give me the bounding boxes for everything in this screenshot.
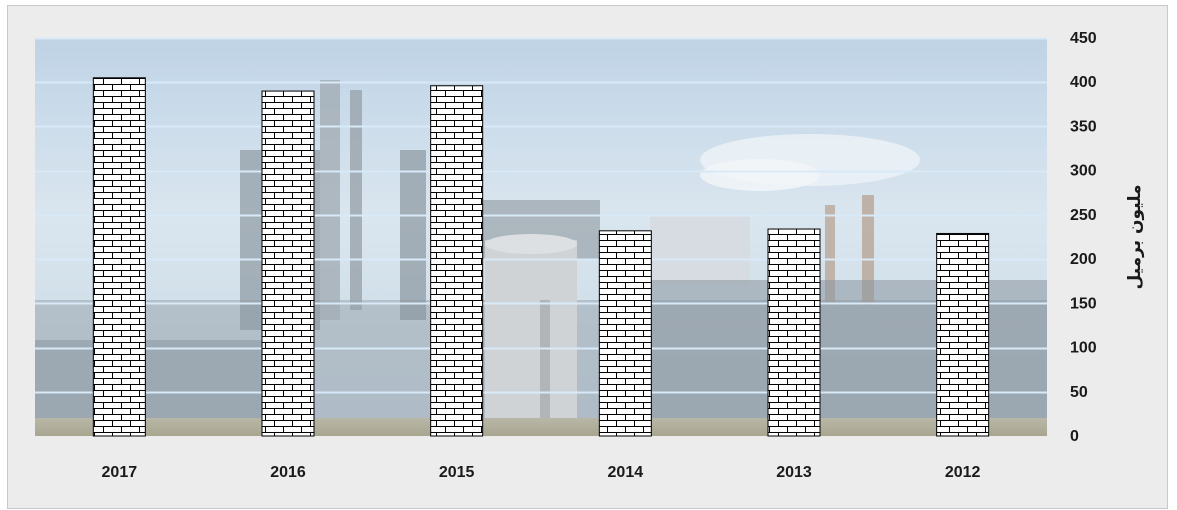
y-axis-label: مليون برميل <box>1125 184 1145 289</box>
y-tick-label: 50 <box>1070 384 1088 401</box>
y-tick-label: 100 <box>1070 340 1097 357</box>
x-axis-ticks: 2017 2016 2015 2014 2013 2012 <box>102 464 981 481</box>
bar-2016 <box>261 90 315 437</box>
gridlines <box>35 37 1047 394</box>
x-tick-label: 2016 <box>270 464 306 481</box>
refinery-background-image <box>35 38 1047 436</box>
x-tick-label: 2014 <box>608 464 644 481</box>
bar-2017 <box>92 77 146 437</box>
y-tick-label: 300 <box>1070 163 1097 180</box>
bars <box>92 77 990 437</box>
bar-2013 <box>767 228 821 437</box>
bar-2012 <box>936 232 990 437</box>
x-tick-label: 2017 <box>102 464 138 481</box>
y-tick-label: 400 <box>1070 74 1097 91</box>
y-axis-ticks: 0 50 100 150 200 250 300 350 400 450 <box>1070 30 1097 445</box>
y-tick-label: 450 <box>1070 30 1097 47</box>
y-tick-label: 0 <box>1070 428 1079 445</box>
bar-2015 <box>430 85 484 437</box>
y-tick-label: 350 <box>1070 118 1097 135</box>
y-tick-label: 150 <box>1070 295 1097 312</box>
y-tick-label: 200 <box>1070 251 1097 268</box>
bar-2014 <box>598 230 652 437</box>
x-tick-label: 2013 <box>776 464 812 481</box>
x-tick-label: 2015 <box>439 464 475 481</box>
y-tick-label: 250 <box>1070 207 1097 224</box>
x-tick-label: 2012 <box>945 464 981 481</box>
